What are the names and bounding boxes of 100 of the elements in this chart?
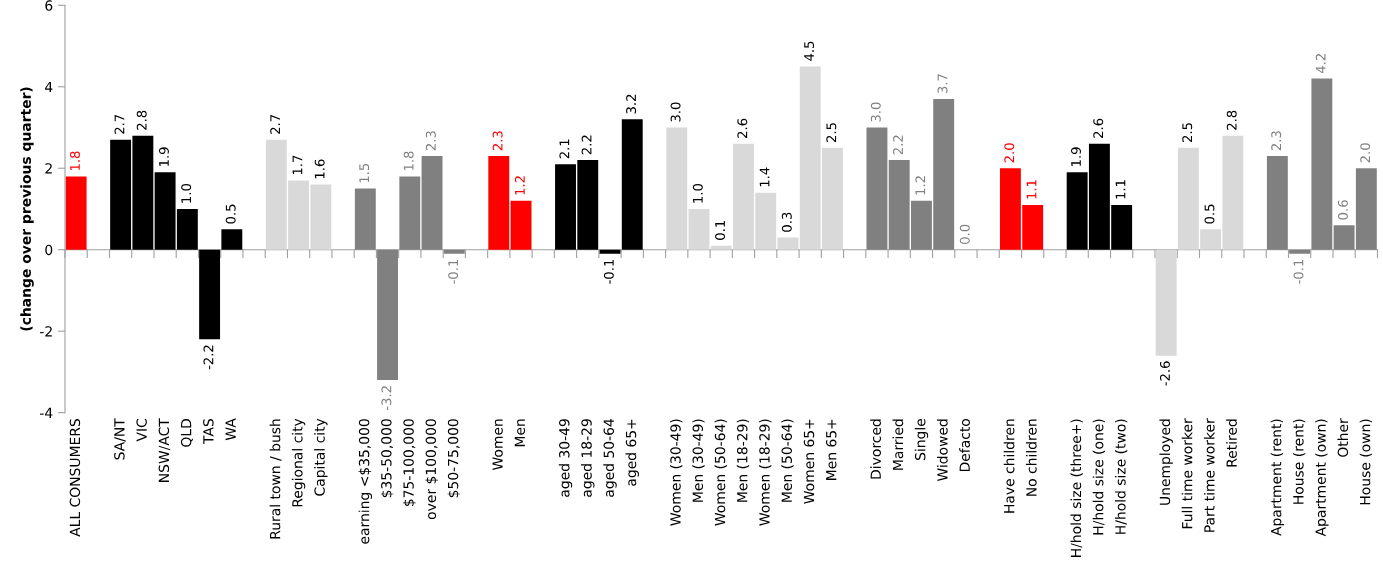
y-tick-label: 0: [45, 244, 53, 256]
x-tick-label: House (rent): [1292, 419, 1306, 504]
data-label: 2.5: [1182, 123, 1193, 143]
x-tick-label: $35-50,000: [380, 419, 394, 498]
x-tick-label: aged 30-49: [558, 419, 573, 497]
x-tick-label: $50-75,000: [447, 419, 461, 498]
x-tick-label: Women (50-64): [714, 419, 727, 526]
data-label: 1.0: [181, 183, 192, 203]
x-tick-label: Widowed: [936, 419, 948, 482]
x-tick-label: VIC: [136, 418, 147, 442]
data-label: 0.6: [1337, 200, 1348, 220]
data-label: 2.0: [1360, 143, 1371, 163]
data-label: -0.1: [1293, 259, 1304, 284]
x-tick-label: No children: [1025, 419, 1037, 496]
x-tick-label: Women (18-29): [759, 419, 772, 526]
x-tick-label: WA: [225, 418, 236, 441]
data-label: 1.1: [1115, 180, 1126, 199]
data-label: 2.2: [893, 135, 903, 155]
x-tick-label: Women: [492, 419, 503, 471]
x-tick-label: Apartment (own): [1315, 419, 1329, 537]
data-label: 2.7: [270, 114, 280, 134]
x-tick-label: Apartment (rent): [1270, 419, 1285, 536]
x-tick-label: H/hold size (two): [1114, 419, 1128, 534]
x-tick-label: Men (30-49): [692, 419, 705, 502]
x-tick-label: TAS: [203, 418, 214, 444]
y-axis-title: (change over previous quarter): [20, 87, 34, 331]
data-label: 1.9: [158, 147, 169, 166]
data-label: -3.2: [381, 386, 392, 411]
data-label: -2.6: [1159, 361, 1170, 386]
x-tick-label: aged 50-64: [603, 419, 617, 497]
data-label: 2.3: [492, 131, 503, 151]
x-tick-label: $75-100,000: [403, 419, 416, 507]
data-label: 2.6: [1093, 118, 1104, 138]
data-label: 2.1: [559, 139, 570, 159]
x-tick-label: SA/NT: [114, 418, 126, 460]
data-label: -0.1: [448, 259, 459, 284]
x-tick-label: aged 18-29: [581, 419, 595, 497]
data-label: 4.5: [804, 41, 815, 61]
x-tick-label: Retired: [1226, 419, 1237, 467]
y-tick-label: -2: [40, 326, 52, 337]
x-tick-label: Other: [1337, 418, 1349, 457]
data-label: 1.0: [692, 183, 703, 203]
data-label: 0.3: [781, 212, 792, 232]
x-tick-label: Have children: [1003, 419, 1015, 513]
y-tick-label: -4: [40, 407, 53, 418]
x-tick-label: earning <$35,000: [358, 419, 373, 544]
x-tick-label: H/hold size (three+): [1070, 419, 1083, 557]
y-tick-label: 4: [45, 81, 53, 93]
data-label: 1.8: [69, 151, 80, 171]
x-tick-label: over $100,000: [425, 419, 438, 520]
x-tick-label: H/hold size (one): [1092, 419, 1106, 535]
x-tick-label: Full time worker: [1181, 418, 1193, 529]
x-tick-label: Women 65+: [803, 419, 815, 504]
x-tick-label: QLD: [180, 419, 193, 447]
x-tick-label: ALL CONSUMERS: [69, 419, 81, 537]
x-tick-label: Divorced: [870, 419, 881, 479]
data-label: 0.5: [225, 204, 236, 224]
x-tick-label: Men (18-29): [736, 419, 750, 502]
y-tick-label: 2: [45, 163, 52, 174]
x-tick-label: Men: [514, 419, 526, 447]
data-label: 1.5: [359, 163, 370, 183]
data-label: -0.1: [603, 259, 614, 284]
data-label: 0.5: [1204, 204, 1215, 224]
x-tick-label: Single: [914, 418, 929, 460]
data-label: 1.7: [292, 155, 303, 175]
x-tick-label: Men 65+: [825, 419, 837, 480]
data-label: 2.8: [1226, 110, 1237, 130]
data-label: 4.2: [1315, 54, 1326, 74]
data-label: 1.8: [403, 151, 414, 171]
data-label: 0.1: [715, 220, 726, 240]
data-label: 3.7: [937, 74, 948, 94]
data-label: 1.9: [1071, 147, 1081, 166]
x-tick-label: Rural town / bush: [269, 419, 282, 539]
data-label: 3.2: [626, 94, 637, 114]
x-tick-label: Regional city: [291, 418, 306, 507]
data-label: 2.6: [737, 118, 748, 138]
data-label: 1.2: [915, 176, 926, 195]
x-tick-label: Defacto: [959, 418, 970, 472]
data-label: 2.3: [425, 131, 436, 151]
data-label: 2.7: [114, 114, 125, 134]
data-label: 3.0: [670, 102, 681, 122]
data-label: 1.6: [314, 159, 325, 179]
x-tick-label: NSW/ACT: [158, 418, 171, 482]
x-tick-label: Capital city: [314, 418, 328, 496]
x-tick-label: Part time worker: [1203, 418, 1215, 532]
x-tick-label: Married: [892, 419, 904, 470]
y-tick-label: 6: [45, 0, 53, 11]
data-label: 2.2: [581, 135, 592, 155]
data-label: 1.4: [759, 167, 770, 187]
data-label: 2.8: [136, 110, 147, 130]
data-label: -2.2: [203, 345, 214, 370]
x-tick-label: Women (30-49): [670, 419, 683, 526]
x-tick-label: House (own): [1359, 419, 1373, 505]
x-tick-label: Unemployed: [1159, 419, 1173, 505]
data-label: 1.2: [514, 176, 525, 195]
data-label: 2.3: [1271, 131, 1282, 151]
data-label: 3.0: [870, 102, 881, 122]
x-tick-label: aged 65+: [625, 419, 639, 486]
data-label: 1.1: [1026, 180, 1037, 199]
data-label: 0.0: [959, 224, 970, 244]
